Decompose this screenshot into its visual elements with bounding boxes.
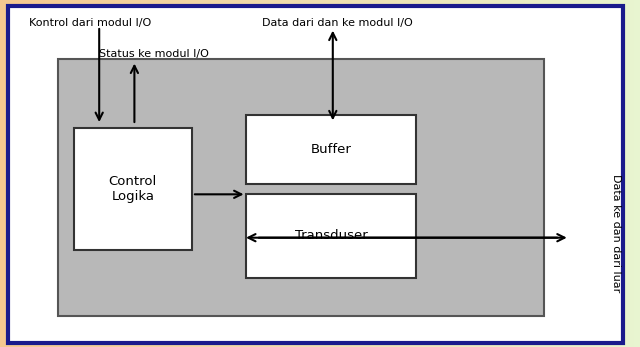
Bar: [74, 128, 192, 250]
Text: Buffer: Buffer: [311, 143, 351, 156]
Text: Control
Logika: Control Logika: [109, 175, 157, 203]
Bar: [246, 115, 416, 184]
Bar: [246, 194, 416, 278]
Bar: [58, 59, 544, 316]
Text: Transduser: Transduser: [295, 229, 367, 243]
Text: Data dari dan ke modul I/O: Data dari dan ke modul I/O: [262, 18, 413, 27]
Text: Status ke modul I/O: Status ke modul I/O: [99, 49, 209, 59]
Text: Data ke dan dari luar: Data ke dan dari luar: [611, 174, 621, 292]
Text: Kontrol dari modul I/O: Kontrol dari modul I/O: [29, 18, 151, 27]
